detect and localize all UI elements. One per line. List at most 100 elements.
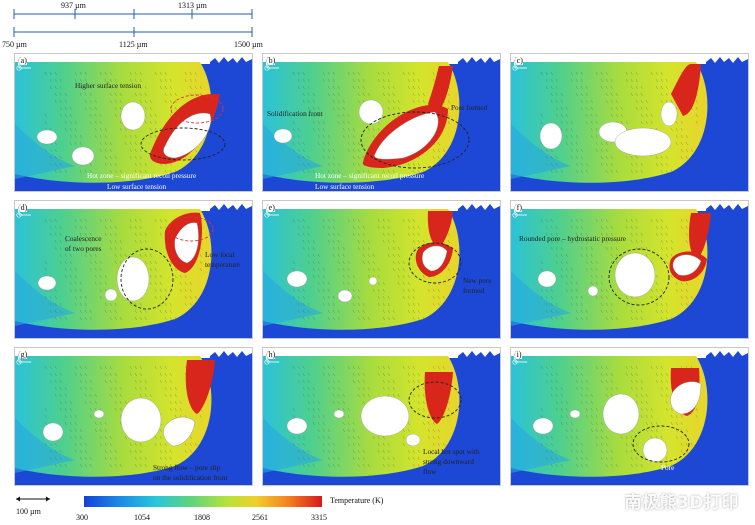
surface-edge-b — [458, 57, 500, 64]
tick-750: 750 µm — [2, 40, 27, 49]
annotation-a-2: Low surface tension — [107, 182, 167, 191]
annotation-d-2: Low local — [205, 250, 235, 259]
panel-label-g: (g) — [18, 350, 28, 359]
annotation-h-0: Local hot spot with — [423, 447, 480, 456]
melt-pool-f — [511, 209, 708, 330]
panel-c: (c) — [510, 53, 749, 192]
panel-label-f: (f) — [514, 203, 522, 212]
pore-d-0 — [116, 256, 150, 302]
highlight-circle-d-1 — [168, 216, 214, 242]
pore-h-1 — [286, 417, 308, 435]
temperature-field-b — [263, 54, 500, 191]
surface-edge-a — [210, 57, 252, 64]
colorbar-tick-1808: 1808 — [194, 513, 210, 522]
annotation-b-0: Solidification front — [267, 109, 323, 118]
tick-937: 937 µm — [61, 1, 86, 10]
colorbar-tick-3315: 3315 — [311, 513, 327, 522]
pore-h-2 — [333, 409, 345, 419]
panel-label-a: (a) — [18, 56, 27, 65]
scale-bar — [16, 496, 50, 502]
panel-label-i: (i) — [514, 350, 522, 359]
panel-e: (e) New pore formed — [262, 200, 501, 339]
temperature-field-f — [511, 201, 748, 338]
tick-1313: 1313 µm — [178, 1, 207, 10]
panel-label-d: (d) — [18, 203, 28, 212]
panel-h: (h) Local hot spot with strong downward flo… — [262, 347, 501, 486]
pore-f-0 — [614, 252, 656, 298]
melt-pool-d — [15, 209, 212, 330]
axes-icon-c — [512, 57, 527, 71]
temperature-field-i — [511, 348, 748, 485]
keyhole-pore-g — [163, 416, 196, 447]
pore-a-1 — [36, 129, 58, 145]
panel-g: (g) Strong flow – pore slip on the solidif… — [14, 347, 253, 486]
highlight-circle-f-0 — [608, 248, 670, 306]
annotation-b-3: Low surface tension — [315, 182, 375, 191]
panel-label-c: (c) — [514, 56, 523, 65]
tick-1125: 1125 µm — [119, 40, 148, 49]
annotation-d-3: temperature — [205, 260, 240, 269]
pore-h-0 — [360, 395, 410, 437]
hot-zone-g — [185, 360, 215, 414]
position-scale — [13, 9, 253, 37]
keyhole-pore-b — [374, 111, 439, 160]
annotation-b-1: Pore formed — [451, 103, 488, 112]
highlight-circle-b-0 — [360, 111, 470, 169]
keyhole-pore-i — [670, 381, 702, 415]
annotation-f-0: Rounded pore – hydrostatic pressure — [519, 234, 626, 243]
pore-e-2 — [368, 276, 378, 286]
pore-b-0 — [358, 99, 384, 125]
pore-a-2 — [71, 146, 95, 166]
highlight-circle-d-0 — [120, 248, 174, 310]
pore-c-3 — [660, 101, 678, 127]
watermark: 南极熊3D打印 — [624, 493, 739, 513]
colorbar-tick-300: 300 — [76, 513, 88, 522]
annotation-e-0: New pore — [463, 276, 492, 285]
scale-bar-label: 100 µm — [16, 507, 41, 516]
temperature-field-a — [15, 54, 252, 191]
surface-edge-c — [706, 57, 748, 64]
axes-icon-e — [264, 204, 279, 218]
surface-edge-i — [706, 351, 748, 358]
annotation-d-1: of two pores — [65, 244, 102, 253]
temperature-field-e — [263, 201, 500, 338]
axes-icon-g — [16, 351, 31, 365]
pore-d-1 — [37, 275, 57, 291]
melt-pool-g — [15, 356, 212, 477]
pore-c-2 — [614, 127, 672, 157]
surface-edge-d — [210, 204, 252, 211]
keyhole-pore-e — [422, 245, 448, 272]
annotation-h-1: strong downward — [423, 457, 474, 466]
pore-c-0 — [539, 122, 563, 150]
hot-zone-h — [424, 372, 453, 424]
pore-b-1 — [273, 128, 293, 144]
temperature-field-c — [511, 54, 748, 191]
surface-edge-g — [210, 351, 252, 358]
panel-b: (b) Solidification front Pore formed Hot zo… — [262, 53, 501, 192]
keyhole-pore-d — [174, 222, 199, 264]
surface-edge-e — [458, 204, 500, 211]
temperature-field-d — [15, 201, 252, 338]
temperature-colorbar — [84, 496, 322, 507]
pore-a-0 — [120, 101, 146, 131]
annotation-h-2: flow — [423, 467, 437, 476]
surface-edge-h — [458, 351, 500, 358]
colorbar-tick-1054: 1054 — [134, 513, 150, 522]
annotation-a-0: Higher surface tension — [75, 81, 142, 90]
temperature-field-h — [263, 348, 500, 485]
pore-h-3 — [405, 433, 421, 447]
pore-i-1 — [532, 417, 554, 435]
pore-d-2 — [104, 288, 118, 302]
pore-g-0 — [120, 397, 162, 443]
panel-label-e: (e) — [266, 203, 275, 212]
panel-label-h: (h) — [266, 350, 276, 359]
highlight-circle-a-0 — [170, 94, 224, 124]
axes-icon-d — [16, 204, 31, 218]
pore-f-2 — [587, 285, 599, 297]
colorbar-tick-2561: 2561 — [252, 513, 268, 522]
highlight-circle-h-0 — [408, 381, 462, 419]
panel-a: (a) Higher surface tension Hot zone – sign… — [14, 53, 253, 192]
axes-icon-f — [512, 204, 527, 218]
highlight-circle-i-0 — [632, 425, 690, 463]
panel-f: (f) Rounded pore – hydrostatic pressure — [510, 200, 749, 339]
